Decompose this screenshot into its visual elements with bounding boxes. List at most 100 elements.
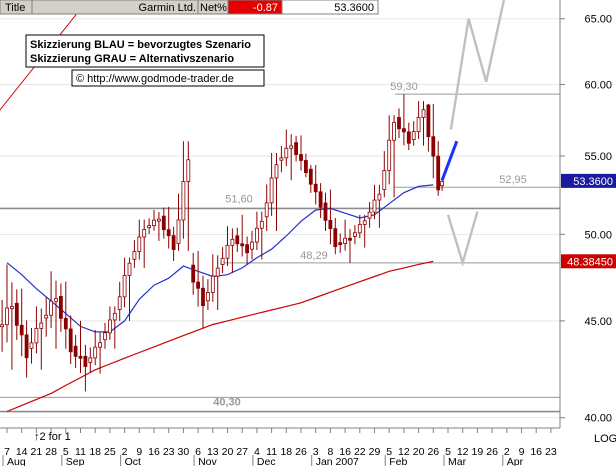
candle-body xyxy=(152,219,156,227)
price-box xyxy=(281,0,379,15)
candle-body xyxy=(343,237,348,244)
candle-body xyxy=(83,355,88,367)
x-day-label: 5 xyxy=(445,446,451,458)
candle-body xyxy=(440,181,445,187)
log-scale-label[interactable]: LOG xyxy=(594,433,616,445)
x-tick-labels: 7 14 21 28 5 11 18 25 2 9 16 23 30 6 13 20 27 4 11 18 26 3 8 16… xyxy=(2,428,557,466)
split-note: ↑2 for 1 xyxy=(34,431,71,443)
candle-body xyxy=(382,170,387,190)
source-url[interactable]: © http://www.godmode-trader.de xyxy=(76,73,234,85)
x-day-label: 29 xyxy=(369,446,381,458)
x-day-label: 18 xyxy=(280,446,292,458)
x-day-label: 21 xyxy=(31,446,43,458)
candle-body xyxy=(63,317,68,330)
x-day-label: 11 xyxy=(75,446,86,458)
scenario-legend: Skizzierung BLAU = bevorzugtes Szenario … xyxy=(25,34,265,87)
candle-body xyxy=(5,307,9,326)
net-value: -0.87 xyxy=(253,2,278,14)
x-day-label: 4 xyxy=(254,446,260,458)
candle-body xyxy=(196,281,201,289)
candle-body xyxy=(264,202,269,218)
candle-body xyxy=(186,159,191,182)
x-month-label: Feb xyxy=(389,456,407,466)
candle-body xyxy=(103,332,107,341)
price-tags: 53.3600 48.38450 xyxy=(561,173,616,269)
candle-body xyxy=(377,193,382,201)
x-day-label: 2 xyxy=(504,446,510,458)
candle-body xyxy=(34,328,39,344)
candle-body xyxy=(108,319,112,334)
candle-body xyxy=(93,346,98,359)
y-tick-label: 40.00 xyxy=(584,413,612,425)
x-day-label: 7 xyxy=(4,446,10,458)
candle-body xyxy=(279,157,284,161)
x-day-label: 18 xyxy=(89,446,101,458)
candle-body xyxy=(215,267,220,277)
candle-body xyxy=(245,244,250,254)
candle-body xyxy=(49,300,53,316)
grey-scenario-up xyxy=(449,0,506,130)
x-month-label: Apr xyxy=(507,456,524,466)
x-day-label: 27 xyxy=(236,446,248,458)
candle-body xyxy=(416,117,421,133)
candle-body xyxy=(156,218,161,222)
candle-body xyxy=(117,296,122,310)
level-label: 40,30 xyxy=(213,397,241,409)
instrument-name: Garmin Ltd. xyxy=(139,2,196,14)
x-day-label: 26 xyxy=(486,446,498,458)
y-tick-label: 55.00 xyxy=(584,151,612,163)
ma-long-line xyxy=(6,260,434,413)
x-day-label: 23 xyxy=(163,446,175,458)
candle-body xyxy=(142,229,147,238)
candle-body xyxy=(68,328,73,353)
candle-body xyxy=(161,215,166,231)
candle-body xyxy=(88,357,93,363)
y-axis-panel xyxy=(560,0,616,428)
candle-body xyxy=(137,236,142,252)
candle-body xyxy=(39,322,44,329)
candle-body xyxy=(176,219,181,244)
candle-body xyxy=(392,121,397,141)
candle-body xyxy=(0,324,5,328)
grey-scenario-down xyxy=(446,211,479,267)
x-month-label: Oct xyxy=(125,456,141,466)
candle-body xyxy=(14,302,19,326)
legend-line-blue: Skizzierung BLAU = bevorzugtes Szenario xyxy=(30,39,251,51)
y-tick-labels: 40.00 45.00 50.00 55.00 60.00 65.00 xyxy=(560,14,612,425)
x-day-label: 2 xyxy=(122,446,128,458)
x-day-label: 3 xyxy=(313,446,319,458)
candle-body xyxy=(210,275,215,293)
x-day-label: 20 xyxy=(222,446,234,458)
level-label: 59,30 xyxy=(390,81,418,93)
candle-body xyxy=(132,251,137,260)
x-month-label: Mar xyxy=(448,456,467,466)
last-price-tag: 53.3600 xyxy=(573,176,613,188)
candle-body xyxy=(406,131,411,144)
candle-body xyxy=(181,181,186,221)
candle-body xyxy=(352,232,357,237)
x-day-label: 20 xyxy=(413,446,425,458)
x-day-label: 23 xyxy=(545,446,557,458)
x-month-label: Aug xyxy=(7,456,26,466)
candle-body xyxy=(308,168,313,185)
support-resistance-levels: 59,30 52,95 51,60 48,29 40,30 xyxy=(0,81,560,413)
x-day-label: 9 xyxy=(519,446,525,458)
x-day-label: 12 xyxy=(398,446,410,458)
header-price: 53.3600 xyxy=(334,2,374,14)
ma-value-tag: 48.38450 xyxy=(567,256,613,268)
candle-body xyxy=(250,241,254,250)
x-day-label: 6 xyxy=(195,446,201,458)
level-label: 52,95 xyxy=(499,174,527,186)
candle-body xyxy=(230,238,235,246)
candle-body xyxy=(171,235,176,250)
candle-body xyxy=(367,211,372,219)
candle-body xyxy=(78,355,83,359)
candle-body xyxy=(19,324,24,336)
candle-body xyxy=(235,235,240,245)
candle-body xyxy=(127,262,132,276)
candle-body xyxy=(112,312,117,321)
ma-value-tag-box xyxy=(561,254,616,269)
x-day-label: 5 xyxy=(386,446,392,458)
x-day-label: 16 xyxy=(339,446,351,458)
candle-body xyxy=(44,314,49,319)
